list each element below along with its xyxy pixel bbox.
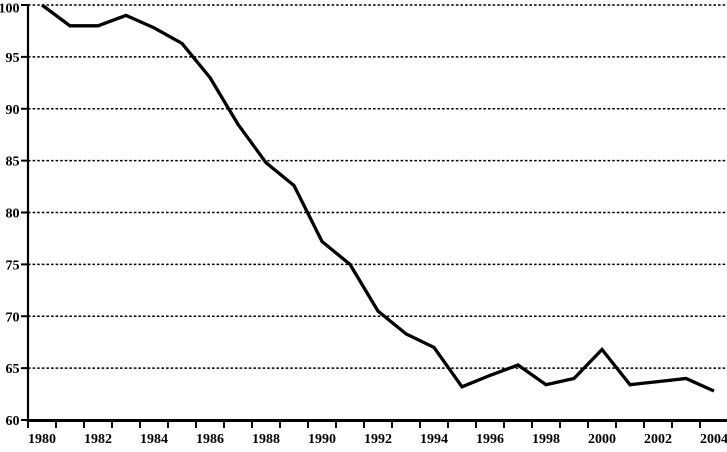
y-tick-label-90: 90	[6, 103, 20, 118]
x-tick-label-1980: 1980	[28, 432, 56, 447]
y-tick-label-85: 85	[6, 155, 20, 170]
x-tick-label-1984: 1984	[140, 432, 168, 447]
data-series-line	[41, 3, 715, 393]
y-tick-label-70: 70	[6, 310, 20, 325]
y-tick-label-100: 100	[0, 2, 20, 17]
y-tick-label-95: 95	[6, 51, 20, 66]
y-tick-label-75: 75	[6, 258, 20, 273]
x-tick-label-2000: 2000	[588, 432, 616, 447]
y-tick-label-80: 80	[6, 207, 20, 222]
x-tick-label-1994: 1994	[420, 432, 448, 447]
x-tick-label-1982: 1982	[84, 432, 112, 447]
x-tick-label-2002: 2002	[644, 432, 672, 447]
x-tick-label-1998: 1998	[532, 432, 560, 447]
x-tick-label-1988: 1988	[252, 432, 280, 447]
y-tick-label-60: 60	[6, 414, 20, 429]
y-tick-label-65: 65	[6, 362, 20, 377]
x-tick-label-1996: 1996	[476, 432, 504, 447]
x-tick-label-1992: 1992	[364, 432, 392, 447]
x-tick-label-1990: 1990	[308, 432, 336, 447]
x-tick-label-2004: 2004	[700, 432, 727, 447]
x-tick-label-1986: 1986	[196, 432, 224, 447]
